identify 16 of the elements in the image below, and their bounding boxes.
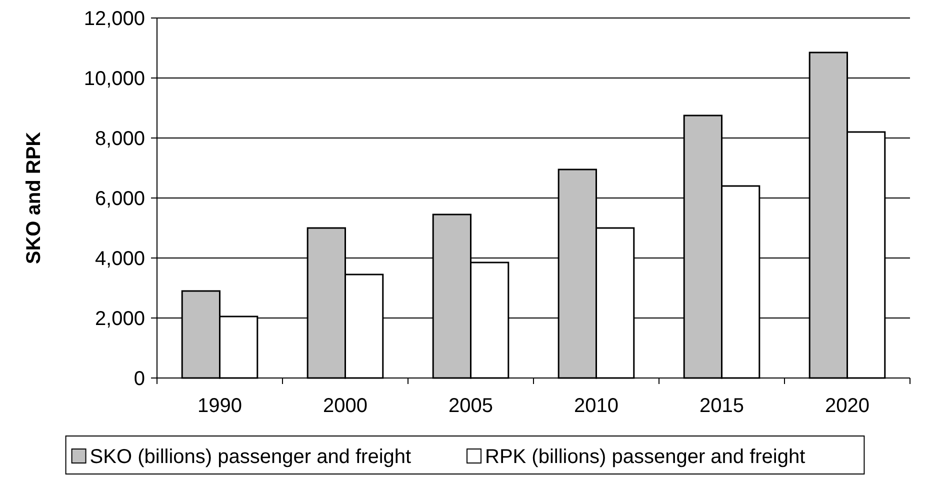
x-tick-label: 2020	[825, 395, 870, 417]
x-tick-label: 2010	[574, 395, 618, 417]
legend-label: SKO (billions) passenger and freight	[90, 446, 412, 468]
y-tick-label: 6,000	[94, 188, 145, 210]
y-tick-label: 12,000	[84, 8, 145, 30]
y-tick-label: 0	[134, 368, 145, 390]
y-axis-title: SKO and RPK	[23, 131, 45, 264]
x-tick-label: 1990	[198, 395, 242, 417]
y-tick-label: 10,000	[84, 68, 145, 90]
x-tick-label: 2005	[448, 395, 493, 417]
x-tick-label: 2015	[700, 395, 744, 417]
legend-label: RPK (billions) passenger and freight	[485, 446, 806, 468]
x-tick-label: 2000	[323, 395, 368, 417]
y-tick-label: 2,000	[94, 308, 145, 330]
y-tick-label: 4,000	[94, 248, 145, 270]
y-tick-label: 8,000	[94, 128, 145, 150]
